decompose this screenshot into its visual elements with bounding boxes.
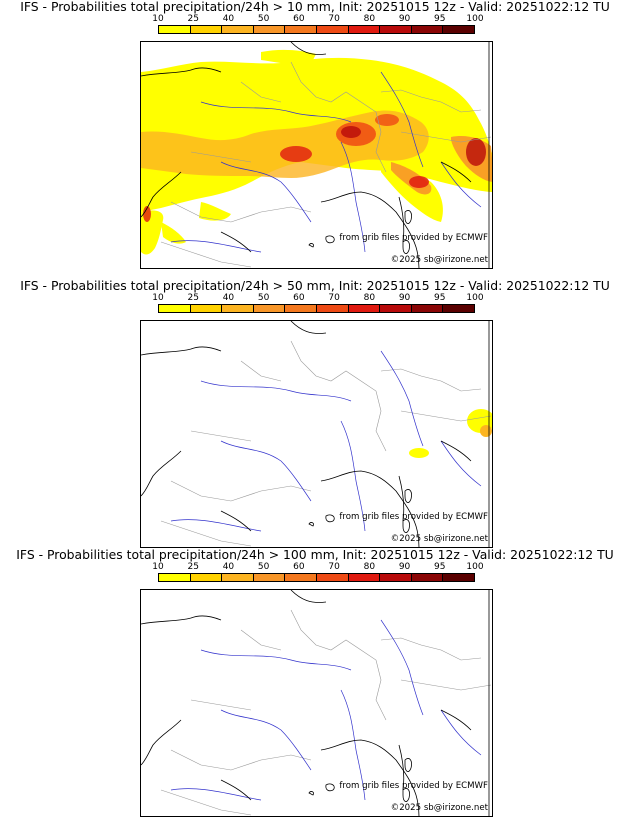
- colorbar-swatch: [348, 574, 381, 581]
- colorbar-tick-label: 25: [187, 562, 199, 572]
- colorbar-ticks: 10 25 40 50 60 70 80 90 95 100: [0, 293, 630, 304]
- colorbar-tick-label: 25: [187, 14, 199, 24]
- colorbar-tick-label: 25: [187, 293, 199, 303]
- colorbar-swatch: [411, 574, 444, 581]
- colorbar-tick-label: 95: [434, 14, 446, 24]
- panel-title: IFS - Probabilities total precipitation/…: [20, 278, 610, 293]
- colorbar-swatch: [380, 574, 412, 581]
- colorbar-swatch: [190, 574, 223, 581]
- colorbar-tick-label: 80: [363, 562, 376, 572]
- colorbar-tick-label: 80: [363, 293, 376, 303]
- colorbar-ticks: 10 25 40 50 60 70 80 90 95 100: [0, 562, 630, 573]
- colorbar-tick-label: 95: [434, 293, 446, 303]
- colorbar-swatch: [316, 305, 349, 312]
- colorbar-tick-label: 50: [257, 562, 270, 572]
- source-credit: from grib files provided by ECMWF: [339, 781, 488, 791]
- source-credit: from grib files provided by ECMWF: [339, 233, 488, 243]
- colorbar-swatch: [159, 574, 191, 581]
- colorbar-swatch: [159, 305, 191, 312]
- colorbar-tick-label: 10: [152, 14, 164, 24]
- colorbar-swatch: [285, 305, 317, 312]
- colorbar-swatch: [380, 26, 412, 33]
- copyright-credit: ©2025 sb@irizone.net: [390, 534, 488, 544]
- colorbar: [158, 25, 475, 34]
- colorbar-tick-label: 40: [222, 14, 235, 24]
- colorbar-tick-label: 60: [293, 14, 305, 24]
- colorbar-swatch: [285, 574, 317, 581]
- colorbar-tick-label: 90: [398, 14, 411, 24]
- colorbar-tick-label: 70: [328, 14, 340, 24]
- panel-title: IFS - Probabilities total precipitation/…: [20, 0, 610, 14]
- colorbar-swatch: [253, 305, 286, 312]
- colorbar-swatch: [253, 574, 286, 581]
- probability-map: from grib files provided by ECMWF ©2025 …: [140, 320, 493, 548]
- precip-shading: [141, 49, 492, 255]
- colorbar-swatch: [443, 26, 474, 33]
- colorbar-swatch: [316, 574, 349, 581]
- source-credit: from grib files provided by ECMWF: [339, 512, 488, 522]
- colorbar-tick-label: 100: [466, 562, 484, 572]
- colorbar-swatch: [253, 26, 286, 33]
- colorbar-ticks: 10 25 40 50 60 70 80 90 95 100: [0, 14, 630, 25]
- colorbar-tick-label: 100: [466, 293, 484, 303]
- colorbar-swatch: [348, 305, 381, 312]
- colorbar-tick-label: 70: [328, 293, 340, 303]
- colorbar-swatch: [190, 26, 223, 33]
- colorbar-swatch: [222, 574, 254, 581]
- colorbar-swatch: [222, 305, 254, 312]
- colorbar-tick-label: 100: [466, 14, 484, 24]
- colorbar-tick-label: 80: [363, 14, 376, 24]
- colorbar-tick-label: 60: [293, 562, 305, 572]
- map-panel-10mm: IFS - Probabilities total precipitation/…: [0, 0, 630, 269]
- colorbar-tick-label: 40: [222, 293, 235, 303]
- colorbar-tick-label: 50: [257, 14, 270, 24]
- colorbar-tick-label: 90: [398, 562, 411, 572]
- colorbar-swatch: [411, 26, 444, 33]
- colorbar-swatch: [190, 305, 223, 312]
- colorbar-tick-label: 40: [222, 562, 235, 572]
- colorbar-tick-label: 60: [293, 293, 305, 303]
- copyright-credit: ©2025 sb@irizone.net: [390, 255, 488, 265]
- colorbar: [158, 304, 475, 313]
- colorbar-tick-label: 10: [152, 293, 164, 303]
- colorbar-swatch: [380, 305, 412, 312]
- colorbar-swatch: [285, 26, 317, 33]
- colorbar-tick-label: 10: [152, 562, 164, 572]
- colorbar-swatch: [222, 26, 254, 33]
- colorbar-swatch: [159, 26, 191, 33]
- colorbar-swatch: [443, 574, 474, 581]
- colorbar: [158, 573, 475, 582]
- colorbar-tick-label: 50: [257, 293, 270, 303]
- map-panel-50mm: IFS - Probabilities total precipitation/…: [0, 279, 630, 548]
- probability-map: from grib files provided by ECMWF ©2025 …: [140, 41, 493, 269]
- copyright-credit: ©2025 sb@irizone.net: [390, 803, 488, 813]
- colorbar-swatch: [348, 26, 381, 33]
- colorbar-tick-label: 70: [328, 562, 340, 572]
- colorbar-swatch: [316, 26, 349, 33]
- colorbar-tick-label: 95: [434, 562, 446, 572]
- panel-title: IFS - Probabilities total precipitation/…: [16, 547, 614, 562]
- colorbar-swatch: [411, 305, 444, 312]
- colorbar-swatch: [443, 305, 474, 312]
- map-panel-100mm: IFS - Probabilities total precipitation/…: [0, 548, 630, 817]
- probability-map: from grib files provided by ECMWF ©2025 …: [140, 589, 493, 817]
- colorbar-tick-label: 90: [398, 293, 411, 303]
